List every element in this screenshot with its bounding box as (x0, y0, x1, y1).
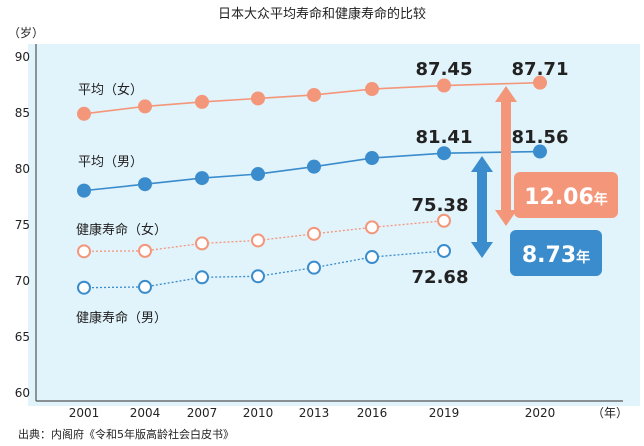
chart-title: 日本大众平均寿命和健康寿命的比较 (218, 6, 426, 22)
data-point (77, 106, 91, 121)
data-point (437, 243, 451, 258)
data-point (365, 82, 379, 97)
data-point (365, 250, 379, 265)
gap-badge (510, 230, 602, 276)
gap-badge-text: 8.73年 (522, 243, 590, 268)
data-point (195, 171, 209, 186)
arrow-head-icon (471, 156, 493, 172)
arrow-head-icon (495, 86, 517, 102)
data-label: 72.68 (412, 267, 469, 288)
gap-badge-text: 12.06年 (524, 185, 608, 210)
y-tick-label: 65 (15, 330, 30, 344)
data-point (365, 220, 379, 235)
data-point (437, 146, 451, 161)
data-point (251, 91, 265, 106)
data-point (138, 279, 152, 294)
series-label: 健康寿命（男） (76, 310, 167, 326)
data-point (251, 233, 265, 248)
data-label: 87.45 (416, 59, 473, 80)
x-tick-label: 2010 (243, 406, 274, 420)
gap-value: 12.06 (524, 185, 594, 210)
y-axis-label: （岁） (8, 25, 44, 40)
x-tick-label: 2013 (299, 406, 330, 420)
data-point (77, 183, 91, 198)
gap-arrow-shaft (501, 100, 511, 212)
y-tick-label: 70 (15, 274, 30, 288)
y-tick-label: 60 (15, 386, 30, 400)
data-point (307, 260, 321, 275)
gap-unit: 年 (576, 249, 590, 266)
gap-badge (514, 172, 618, 218)
data-label: 75.38 (412, 195, 469, 216)
plot-background (28, 44, 640, 406)
data-point (533, 144, 547, 159)
data-point (195, 270, 209, 285)
x-tick-label: 2001 (69, 406, 100, 420)
y-tick-label: 90 (15, 50, 30, 64)
data-label: 81.56 (512, 127, 569, 148)
arrow-head-icon (495, 210, 517, 226)
data-point (533, 75, 547, 90)
y-tick-label: 80 (15, 162, 30, 176)
data-point (437, 213, 451, 228)
arrow-head-icon (471, 242, 493, 258)
data-point (437, 78, 451, 93)
gap-unit: 年 (594, 191, 608, 208)
data-point (307, 226, 321, 241)
y-tick-label: 85 (15, 106, 30, 120)
series-label: 平均（男） (78, 155, 143, 170)
data-point (77, 244, 91, 259)
x-tick-label: 2020 (525, 406, 556, 420)
data-point (138, 177, 152, 192)
source-note: 出典：内阁府《令和5年版高龄社会白皮书》 (18, 427, 234, 441)
data-point (307, 159, 321, 174)
data-point (251, 167, 265, 182)
series-label: 健康寿命（女） (76, 222, 167, 238)
series-line (83, 81, 541, 115)
y-tick-label: 75 (15, 218, 30, 232)
series-label: 平均（女） (78, 82, 143, 98)
gap-value: 8.73 (522, 243, 576, 268)
data-point (138, 99, 152, 114)
data-point (307, 87, 321, 102)
data-point (195, 236, 209, 251)
data-label: 81.41 (416, 127, 473, 148)
data-label: 87.71 (512, 59, 569, 80)
data-point (195, 94, 209, 109)
x-tick-label: 2004 (130, 406, 161, 420)
gap-arrow-shaft (477, 170, 487, 244)
data-point (365, 151, 379, 166)
series-line (83, 150, 541, 192)
x-tick-label: 2007 (187, 406, 218, 420)
data-point (77, 280, 91, 295)
data-point (138, 243, 152, 258)
x-axis-label: （年） (592, 406, 628, 420)
x-tick-label: 2016 (357, 406, 388, 420)
data-point (251, 269, 265, 284)
x-tick-label: 2019 (429, 406, 460, 420)
